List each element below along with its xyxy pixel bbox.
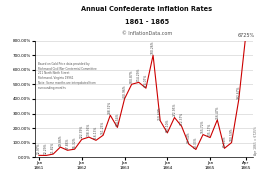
Text: 12.29%: 12.29%: [44, 143, 48, 154]
Text: 122.39%: 122.39%: [80, 125, 84, 138]
Text: 500.87%: 500.87%: [130, 70, 134, 83]
Text: 514.29%: 514.29%: [137, 68, 141, 81]
Text: 288.31%: 288.31%: [108, 101, 112, 114]
Text: 55.32%: 55.32%: [73, 137, 77, 148]
Text: © InflationData.com: © InflationData.com: [122, 31, 172, 36]
Text: 272.95%: 272.95%: [172, 103, 177, 116]
Text: 400.96%: 400.96%: [123, 84, 126, 98]
Text: 151.23%: 151.23%: [101, 121, 105, 134]
Text: Based on Gold Price data provided by
Richmond Civil War Centennial Committee
211: Based on Gold Price data provided by Ric…: [38, 62, 96, 90]
Text: 250.69%: 250.69%: [158, 106, 162, 120]
Text: 167.10%: 167.10%: [165, 118, 169, 132]
Text: Annual Confederate Inflation Rates: Annual Confederate Inflation Rates: [81, 6, 212, 11]
Text: 100.59%: 100.59%: [230, 128, 234, 141]
Text: 53.33%: 53.33%: [194, 137, 198, 148]
Text: 116.13%: 116.13%: [94, 126, 98, 139]
Text: 135.17%: 135.17%: [208, 123, 212, 136]
Text: 392.67%: 392.67%: [237, 85, 241, 99]
Text: 155.72%: 155.72%: [201, 120, 205, 133]
Text: 700.26%: 700.26%: [151, 41, 155, 54]
Text: 138.36%: 138.36%: [87, 123, 91, 136]
Text: 21.82%: 21.82%: [51, 142, 55, 153]
Text: Apr 1865 = 6725%: Apr 1865 = 6725%: [254, 126, 258, 155]
Text: 61.10%: 61.10%: [222, 136, 226, 147]
Text: 12.97%: 12.97%: [37, 143, 41, 154]
Text: 256.47%: 256.47%: [215, 105, 219, 119]
Text: 204.54%: 204.54%: [115, 113, 119, 126]
Text: 69.86%: 69.86%: [58, 134, 62, 146]
Text: 212.37%: 212.37%: [180, 112, 184, 125]
Text: 1861 - 1865: 1861 - 1865: [125, 18, 169, 24]
Text: 47.86%: 47.86%: [66, 138, 69, 149]
Text: 90.54%: 90.54%: [187, 131, 191, 143]
Text: 474.07%: 474.07%: [144, 74, 148, 87]
Text: 6725%: 6725%: [237, 33, 254, 38]
